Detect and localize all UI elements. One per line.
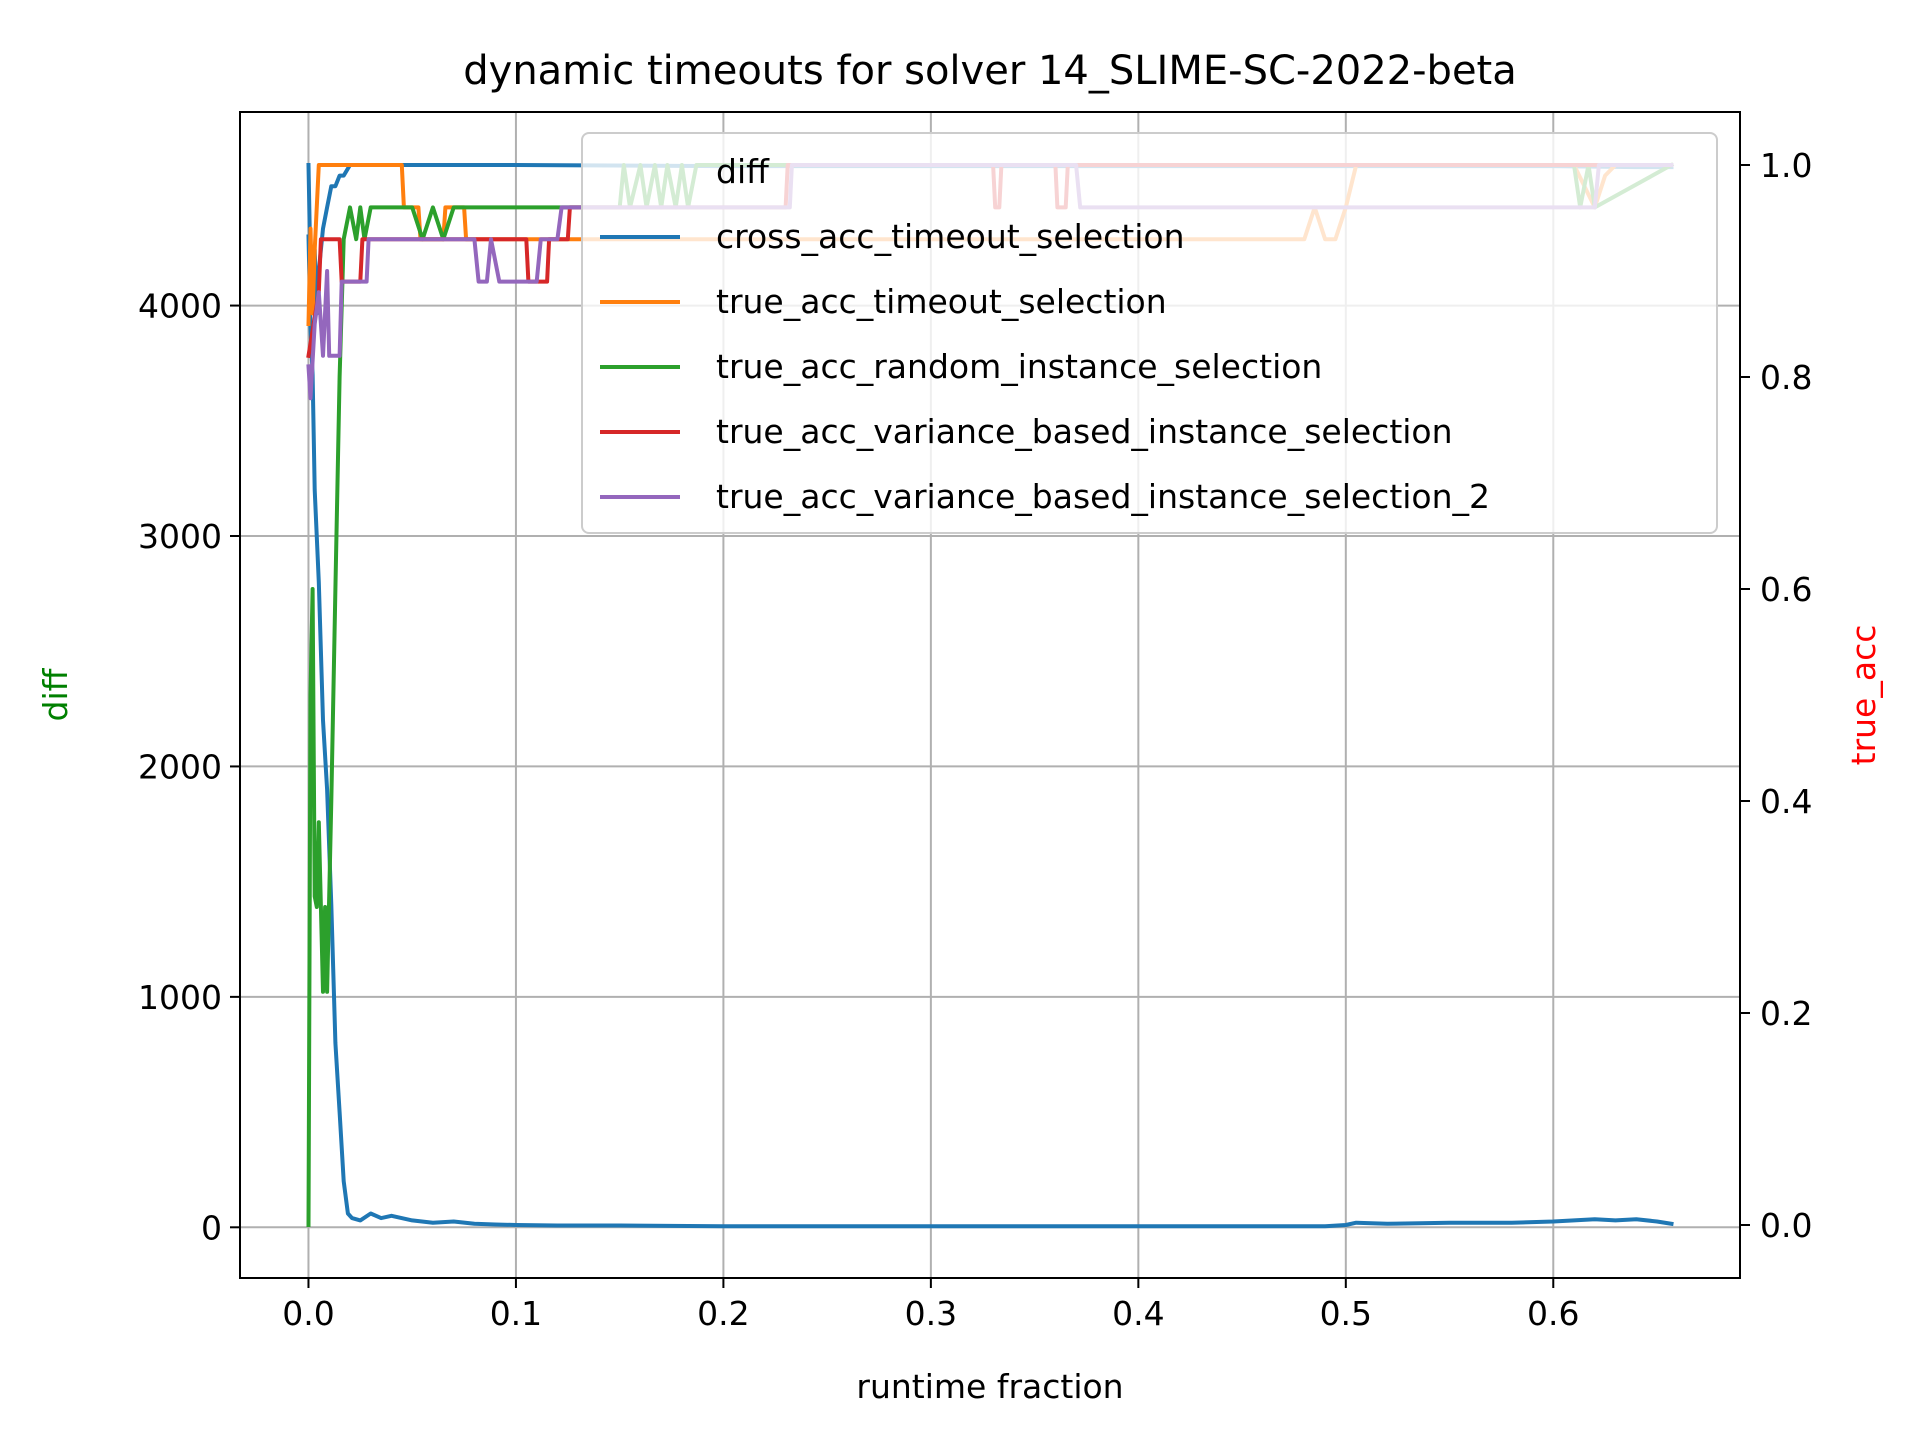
- y-right-tick-label: 0.2: [1760, 994, 1812, 1033]
- legend-label-true-acc-timeout-selection: true_acc_timeout_selection: [716, 282, 1167, 321]
- y-left-tick-label: 3000: [138, 517, 222, 556]
- series-line-diff: [306, 234, 1674, 1229]
- chart-title: dynamic timeouts for solver 14_SLIME-SC-…: [463, 48, 1517, 94]
- x-tick-label: 0.5: [1320, 1294, 1372, 1333]
- y-left-tick-label: 2000: [138, 747, 222, 786]
- x-tick-label: 0.4: [1112, 1294, 1164, 1333]
- y-right-tick-label: 0.4: [1760, 782, 1812, 821]
- y-right-tick-label: 0.0: [1760, 1206, 1812, 1245]
- y-left-tick-label: 0: [201, 1208, 222, 1247]
- x-tick-label: 0.6: [1527, 1294, 1579, 1333]
- y-left-tick-label: 1000: [138, 978, 222, 1017]
- x-tick-label: 0.2: [697, 1294, 749, 1333]
- y-left-tick-label: 4000: [138, 287, 222, 326]
- legend-label-true-acc-random-instance-selection: true_acc_random_instance_selection: [716, 347, 1322, 386]
- y-axis-right-title: true_acc: [1844, 625, 1883, 766]
- plot-frame: [239, 111, 1741, 1279]
- legend-label-cross-acc-timeout-selection: cross_acc_timeout_selection: [716, 217, 1185, 256]
- y-axis-left-title: diff: [36, 667, 75, 721]
- legend: diff cross_acc_timeout_selection true_acc_…: [581, 132, 1718, 534]
- y-right-tick-label: 0.6: [1760, 570, 1812, 609]
- y-right-tick-label: 0.8: [1760, 358, 1812, 397]
- x-tick-label: 0.3: [905, 1294, 957, 1333]
- legend-label-true-acc-variance-based-instance-selection: true_acc_variance_based_instance_selecti…: [716, 412, 1453, 451]
- legend-box: [581, 132, 1718, 534]
- y-right-tick-label: 1.0: [1760, 146, 1812, 185]
- x-tick-label: 0.1: [490, 1294, 542, 1333]
- x-tick-label: 0.0: [282, 1294, 334, 1333]
- legend-label-diff: diff: [716, 152, 770, 191]
- x-axis-title: runtime fraction: [856, 1367, 1123, 1406]
- tick-layer: 0.0 0.1 0.2 0.3 0.4 0.5 0.6 0 1000 2000 3000 4000 0.…: [138, 146, 1812, 1333]
- legend-label-true-acc-variance-based-instance-selection-2: true_acc_variance_based_instance_selecti…: [716, 477, 1490, 516]
